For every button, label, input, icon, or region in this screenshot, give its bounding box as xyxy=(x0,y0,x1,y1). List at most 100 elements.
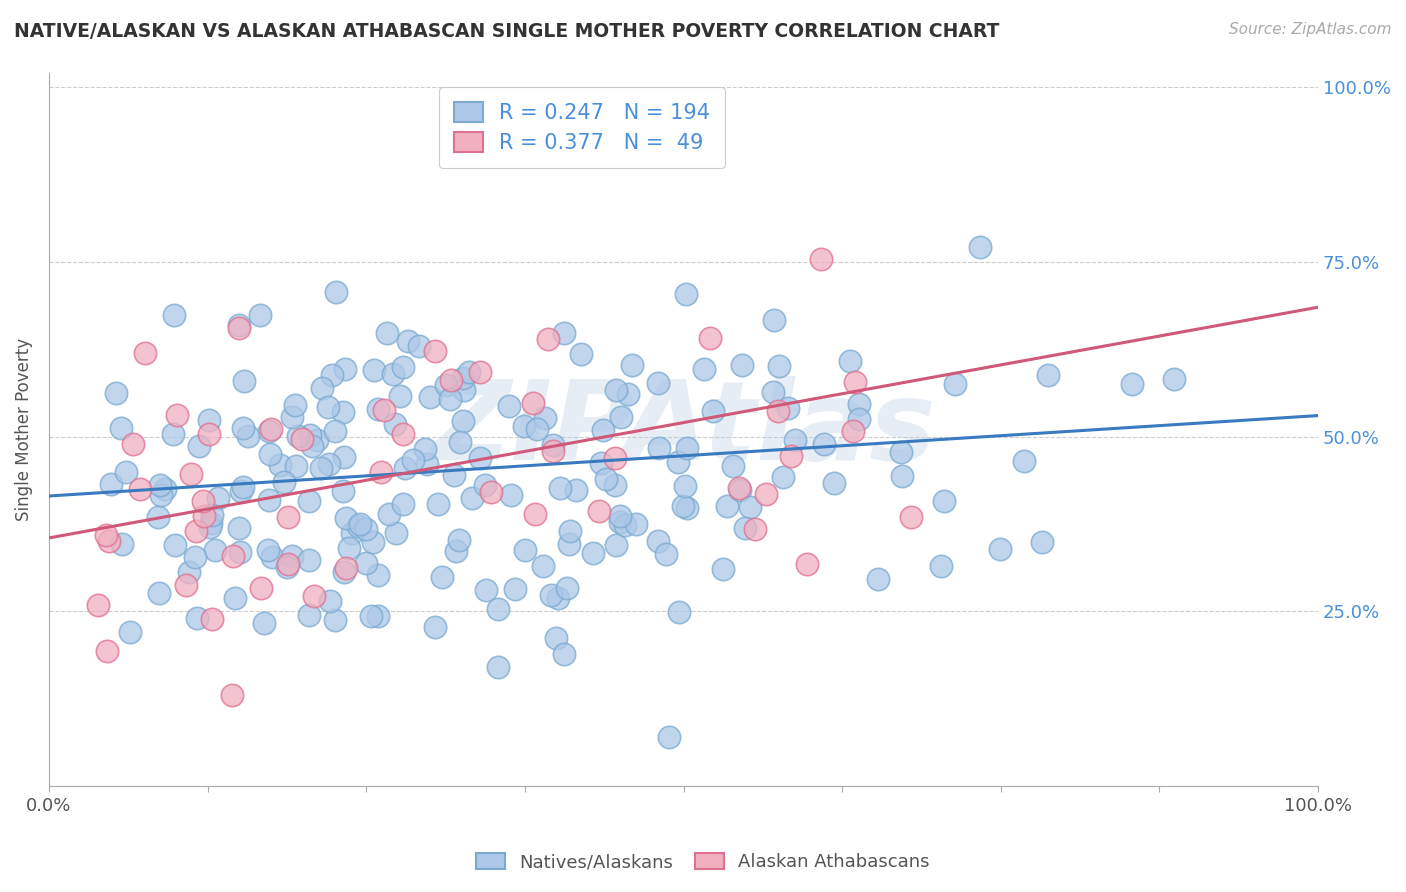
Point xyxy=(1031,534,1053,549)
Point xyxy=(546,632,568,646)
Point xyxy=(457,366,479,380)
Point xyxy=(762,385,785,400)
Point xyxy=(323,424,346,438)
Point xyxy=(269,458,291,473)
Point xyxy=(727,481,749,495)
Point xyxy=(111,537,134,551)
Point xyxy=(354,557,377,571)
Point xyxy=(468,366,491,380)
Point xyxy=(413,442,436,457)
Point xyxy=(200,516,222,531)
Point xyxy=(193,509,215,524)
Point xyxy=(291,432,314,446)
Point xyxy=(284,458,307,473)
Point xyxy=(281,549,304,563)
Point xyxy=(558,524,581,538)
Point xyxy=(416,457,439,471)
Point xyxy=(110,420,132,434)
Point xyxy=(249,308,271,322)
Point xyxy=(763,312,786,326)
Point xyxy=(149,478,172,492)
Point xyxy=(479,485,502,500)
Point xyxy=(180,467,202,482)
Text: NATIVE/ALASKAN VS ALASKAN ATHABASCAN SINGLE MOTHER POVERTY CORRELATION CHART: NATIVE/ALASKAN VS ALASKAN ATHABASCAN SIN… xyxy=(14,22,1000,41)
Point xyxy=(605,450,627,465)
Point xyxy=(675,441,697,455)
Y-axis label: Single Mother Poverty: Single Mother Poverty xyxy=(15,338,32,521)
Point xyxy=(537,332,560,346)
Point xyxy=(673,479,696,493)
Point xyxy=(553,326,575,340)
Point xyxy=(231,483,253,498)
Point xyxy=(262,550,284,565)
Point xyxy=(655,547,678,561)
Point xyxy=(332,483,354,498)
Point xyxy=(121,437,143,451)
Point xyxy=(609,410,631,425)
Point xyxy=(1036,368,1059,383)
Point xyxy=(284,398,307,412)
Point xyxy=(423,343,446,358)
Point xyxy=(929,558,952,573)
Point xyxy=(162,427,184,442)
Point xyxy=(228,521,250,535)
Point xyxy=(333,362,356,376)
Point xyxy=(621,358,644,372)
Point xyxy=(810,252,832,267)
Point xyxy=(605,538,627,552)
Point xyxy=(890,445,912,459)
Point xyxy=(526,422,548,436)
Point xyxy=(430,570,453,584)
Point xyxy=(228,545,250,559)
Point xyxy=(120,624,142,639)
Point xyxy=(699,331,721,345)
Point xyxy=(541,443,564,458)
Point xyxy=(277,510,299,524)
Point xyxy=(198,413,221,427)
Legend: Natives/Alaskans, Alaskan Athabascans: Natives/Alaskans, Alaskan Athabascans xyxy=(470,846,936,879)
Point xyxy=(778,401,800,416)
Point xyxy=(605,384,627,398)
Point xyxy=(617,387,640,401)
Point xyxy=(1163,371,1185,385)
Point xyxy=(232,480,254,494)
Legend: R = 0.247   N = 194, R = 0.377   N =  49: R = 0.247 N = 194, R = 0.377 N = 49 xyxy=(439,87,725,168)
Point xyxy=(232,374,254,388)
Point xyxy=(349,517,371,532)
Point xyxy=(783,434,806,448)
Point xyxy=(301,439,323,453)
Text: Source: ZipAtlas.com: Source: ZipAtlas.com xyxy=(1229,22,1392,37)
Point xyxy=(96,644,118,658)
Point xyxy=(115,465,138,479)
Point xyxy=(451,371,474,385)
Point xyxy=(186,611,208,625)
Point xyxy=(609,516,631,530)
Point xyxy=(666,455,689,469)
Point xyxy=(335,561,357,575)
Point xyxy=(1012,454,1035,468)
Point xyxy=(543,438,565,452)
Point xyxy=(259,447,281,461)
Point xyxy=(298,607,321,622)
Point xyxy=(392,427,415,442)
Point xyxy=(222,549,245,563)
Point xyxy=(486,602,509,616)
Point xyxy=(323,613,346,627)
Point xyxy=(273,475,295,489)
Point xyxy=(187,439,209,453)
Point xyxy=(569,347,592,361)
Point xyxy=(453,384,475,398)
Point xyxy=(174,578,197,592)
Point xyxy=(848,412,870,426)
Point xyxy=(370,465,392,479)
Point xyxy=(149,488,172,502)
Point xyxy=(318,457,340,471)
Point xyxy=(969,240,991,254)
Point xyxy=(204,542,226,557)
Point xyxy=(298,493,321,508)
Point xyxy=(460,491,482,506)
Point xyxy=(449,435,471,450)
Point xyxy=(232,421,254,435)
Point xyxy=(498,399,520,413)
Point xyxy=(321,368,343,382)
